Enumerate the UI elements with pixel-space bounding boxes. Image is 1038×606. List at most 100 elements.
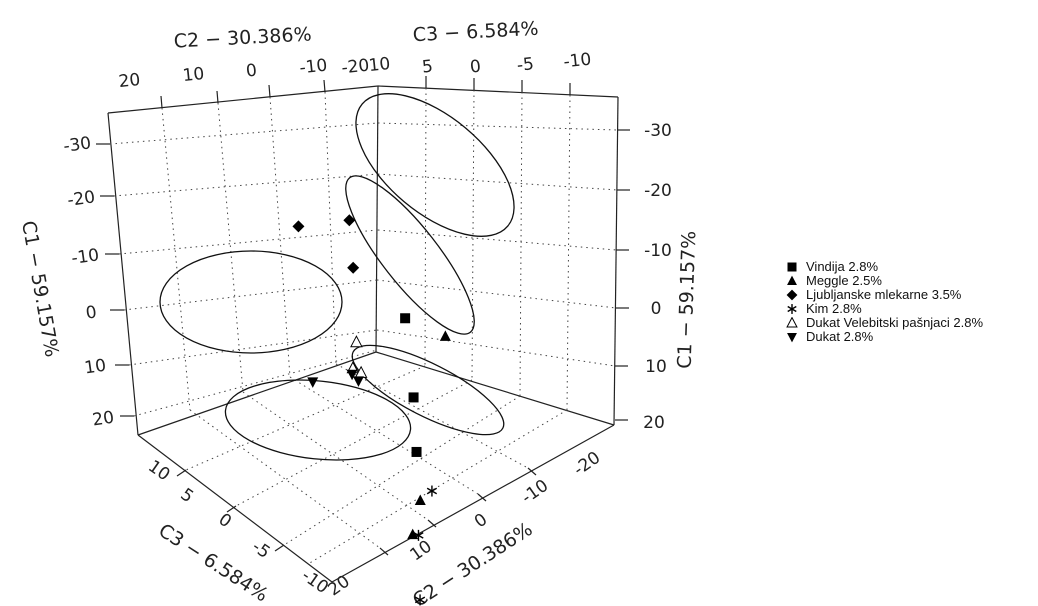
back-wall-left: [107, 112, 139, 436]
data-point: [352, 376, 364, 387]
tick-label-c1-right: 0: [651, 299, 662, 319]
legend-symbol: [787, 304, 797, 314]
axis-title-c1-right: C1 − 59.157%: [674, 231, 701, 370]
cluster-ellipse-vindija: [351, 344, 505, 436]
series-5: [307, 369, 364, 388]
axis-title-c1-left: C1 − 59.157%: [17, 219, 63, 359]
legend-marker-icon: [786, 261, 798, 273]
series-0: [400, 313, 422, 457]
tick-mark: [427, 519, 437, 528]
axis-title-c3-top: C3 − 6.584%: [412, 18, 539, 47]
grid-line: [133, 349, 378, 417]
tick-label-c1-right: 10: [645, 357, 667, 377]
legend-item: Vindija 2.8%: [786, 260, 983, 274]
legend-label: Dukat Velebitski pašnjaci 2.8%: [806, 315, 984, 330]
legend-item: Meggle 2.5%: [786, 274, 983, 288]
grid-line: [324, 91, 337, 365]
floor-back-left: [137, 351, 377, 436]
tick-label-c2-top: 20: [118, 70, 142, 92]
legend-label: Kim 2.8%: [806, 301, 862, 316]
legend-label: Meggle 2.5%: [806, 273, 882, 288]
tick-label-c1-left: -20: [66, 187, 96, 211]
tick-label-c1-right: -20: [644, 181, 672, 201]
grid-line: [242, 391, 429, 521]
tick-mark: [527, 467, 537, 476]
legend-label: Vindija 2.8%: [806, 259, 879, 274]
tick-label-c2-top: -20: [341, 56, 371, 79]
back-wall-right: [613, 96, 619, 426]
tick-label-c3-top: -10: [563, 50, 593, 73]
data-point: [408, 392, 419, 403]
tick-label-c2-top: 0: [245, 61, 258, 82]
axis-title-c2-bottom: C2 − 30.386%: [409, 518, 537, 606]
legend-symbol: [787, 332, 797, 343]
grid-line: [189, 409, 381, 549]
grid-line: [217, 102, 244, 393]
grid-line: [123, 279, 378, 311]
floor-right-edge: [331, 424, 615, 583]
grid-line: [376, 329, 616, 367]
tick-label-c1-right: -30: [644, 121, 672, 141]
tick-mark: [226, 505, 237, 513]
legend-symbol: [787, 275, 797, 286]
legend: Vindija 2.8% Meggle 2.5% Ljubljanske mleka…: [786, 260, 983, 344]
legend-item: Dukat Velebitski pašnjaci 2.8%: [786, 316, 983, 330]
legend-label: Dukat 2.8%: [806, 329, 874, 344]
data-point: [343, 214, 356, 227]
back-wall-top: [107, 85, 379, 114]
tick-mark: [379, 547, 389, 556]
grid-line: [566, 94, 571, 411]
grid-line: [377, 173, 618, 191]
data-point: [426, 485, 438, 497]
tick-label-c1-left: 0: [85, 302, 99, 323]
grid: [96, 76, 630, 583]
floor-back-right: [375, 351, 615, 426]
back-wall-top-right: [377, 85, 619, 98]
grid-line: [128, 329, 378, 366]
tick-label-c1-left: -10: [70, 245, 100, 269]
grid-line: [377, 229, 617, 251]
grid-line: [376, 279, 617, 309]
data-point: [414, 494, 426, 505]
legend-symbol: [787, 262, 797, 272]
tick-label-c1-left: -30: [62, 133, 92, 157]
tick-label-c1-left: 20: [91, 408, 115, 431]
tick-mark: [477, 493, 487, 502]
data-point: [307, 377, 319, 388]
data-point: [292, 220, 305, 233]
legend-marker-icon: [786, 303, 798, 315]
grid-line: [307, 409, 568, 565]
axis-title-c3-bottom: C3 − 6.584%: [155, 519, 272, 606]
tick-label-c3-bottom: 5: [177, 485, 197, 508]
tick-label-c3-top: -5: [516, 54, 535, 76]
tick-label-c2-top: 10: [182, 64, 206, 86]
data-point: [439, 330, 451, 341]
legend-label: Ljubljanske mlekarne 3.5%: [806, 287, 962, 302]
data-point: [346, 369, 358, 381]
tick-label-c3-bottom: -5: [248, 537, 273, 563]
grid-line: [113, 173, 379, 197]
tick-label-c2-bottom: 10: [407, 537, 436, 566]
tick-mark: [160, 95, 163, 109]
grid-line: [235, 379, 473, 507]
grid-line: [424, 87, 427, 367]
cluster-ellipse-dukat: [159, 250, 343, 354]
data-point: [414, 594, 426, 606]
data-markers: [292, 214, 451, 606]
grid-line: [185, 365, 426, 471]
tick-label-c2-bottom: -10: [518, 476, 552, 508]
tick-label-c3-bottom: 10: [144, 457, 173, 486]
grid-line: [377, 122, 618, 131]
floor-left-edge: [137, 434, 333, 583]
data-point: [411, 446, 422, 457]
data-point: [413, 529, 424, 541]
legend-marker-icon: [786, 289, 798, 301]
tick-label-c1-right: 20: [643, 413, 665, 433]
axis-title-c2-top: C2 − 30.386%: [173, 23, 312, 52]
axis-titles: C2 − 30.386% C3 − 6.584% C1 − 59.157% C1 − …: [17, 18, 700, 606]
grid-line: [161, 107, 191, 411]
legend-symbol: [786, 317, 798, 328]
tick-mark: [268, 84, 271, 98]
data-point: [350, 335, 363, 348]
